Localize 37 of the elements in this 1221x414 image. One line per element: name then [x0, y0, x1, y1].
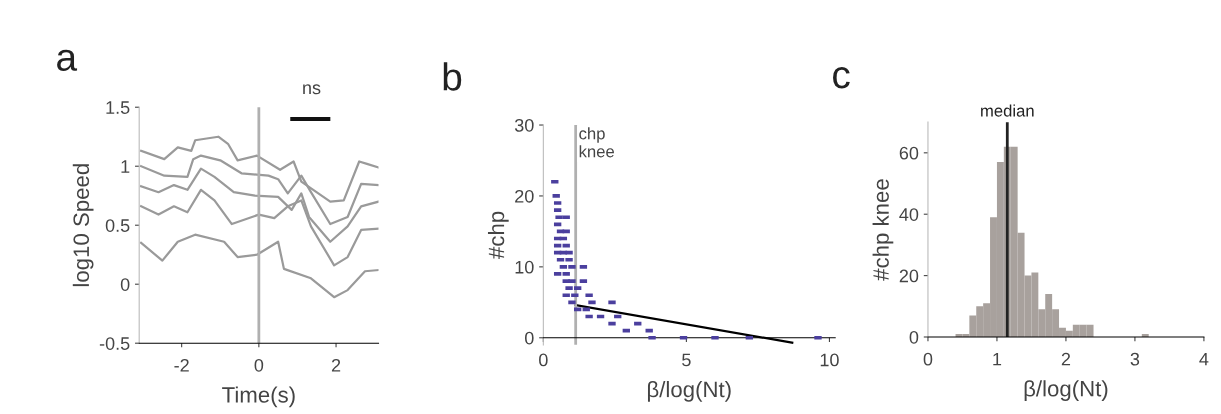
y-tick-label: 0.5	[105, 219, 130, 232]
x-tick-label: 1	[993, 352, 1002, 366]
x-tick-label: 3	[1130, 352, 1140, 366]
y-axis-title: #chp	[487, 211, 509, 259]
ref-line-label: median	[981, 104, 1034, 117]
y-tick-label: 0	[524, 331, 534, 345]
x-tick-label: 0	[539, 353, 548, 367]
x-tick-label: 10	[820, 353, 839, 367]
y-tick-label: 1.5	[106, 101, 130, 114]
y-tick-label: -0.5	[99, 337, 130, 350]
y-tick-label: 20	[515, 189, 534, 203]
x-tick-label: 2	[1061, 352, 1071, 366]
y-tick-label: 60	[899, 146, 919, 160]
ref-line-label: chp knee	[579, 127, 614, 158]
x-tick-label: -2	[174, 358, 189, 372]
chart-title: c	[833, 67, 850, 89]
chart-title: b	[443, 62, 462, 91]
x-tick-label: 4	[1199, 352, 1209, 366]
x-tick-label: 2	[331, 358, 341, 372]
x-axis-title: β/log(Nt)	[647, 380, 731, 402]
y-axis-title: #chp knee	[872, 179, 894, 281]
y-tick-label: 40	[899, 208, 919, 221]
x-axis-title: Time(s)	[222, 386, 295, 408]
x-tick-label: 0	[254, 358, 264, 372]
y-tick-label: 0	[120, 278, 130, 291]
line-series	[140, 233, 379, 299]
text: ns	[303, 84, 321, 95]
y-tick-label: 10	[515, 260, 534, 274]
x-tick-label: 0	[923, 352, 933, 366]
y-tick-label: 20	[899, 269, 919, 283]
y-tick-label: 1	[121, 160, 130, 173]
y-axis-title: log10 Speed	[72, 164, 94, 287]
chart-title: a	[57, 49, 78, 71]
x-axis-title: β/log(Nt)	[1024, 380, 1108, 401]
y-tick-label: 30	[514, 118, 534, 132]
y-tick-label: 0	[909, 330, 919, 344]
x-tick-label: 5	[682, 353, 691, 367]
